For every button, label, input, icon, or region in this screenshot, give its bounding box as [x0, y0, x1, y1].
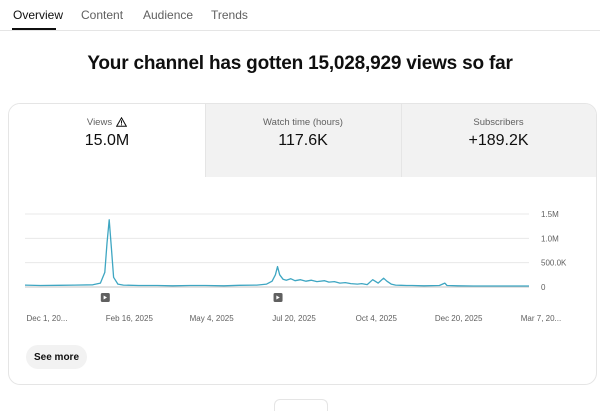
metric-value: 117.6K — [278, 132, 328, 149]
x-tick-label: Dec 20, 2025 — [435, 314, 483, 323]
bottom-tab-stub — [274, 399, 328, 411]
metric-value: 15.0M — [84, 132, 130, 149]
metric-label: Views — [9, 116, 205, 130]
x-tick-label: Oct 4, 2025 — [356, 314, 398, 323]
y-tick-label: 500.0K — [541, 259, 567, 268]
metric-label-text: Views — [86, 117, 113, 128]
x-tick-label: Mar 7, 20... — [521, 314, 561, 323]
series-line-views — [24, 219, 529, 287]
metric-tab-subscribers[interactable]: Subscribers +189.2K — [401, 104, 596, 177]
metric-divider — [205, 104, 206, 177]
metric-label: Watch time (hours) — [263, 117, 343, 128]
see-more-button[interactable]: See more — [26, 345, 87, 369]
metric-divider — [401, 104, 402, 177]
tab-trends[interactable]: Trends — [211, 8, 248, 22]
active-tab-indicator — [12, 28, 56, 30]
x-tick-label: Jul 20, 2025 — [272, 314, 316, 323]
y-tick-label: 0 — [541, 283, 546, 292]
y-tick-label: 1.5M — [541, 210, 559, 219]
y-tick-label: 1.0M — [541, 234, 559, 243]
warning-triangle-icon[interactable] — [115, 116, 128, 130]
video-marker-icon[interactable] — [100, 293, 110, 302]
page-headline: Your channel has gotten 15,028,929 views… — [87, 53, 513, 74]
tab-audience[interactable]: Audience — [143, 8, 194, 22]
metric-tab-views[interactable]: Views 15.0M — [9, 104, 205, 177]
tab-overview[interactable]: Overview — [13, 8, 64, 22]
analytics-card: Views 15.0M Watch time (hours) 117.6K Su… — [8, 103, 597, 385]
metric-tab-watch-time[interactable]: Watch time (hours) 117.6K — [205, 104, 401, 177]
x-tick-label: Dec 1, 20... — [27, 314, 68, 323]
metric-label: Subscribers — [473, 117, 524, 128]
views-line-chart[interactable]: 1.5M 1.0M 500.0K 0 Dec 1, 20... Feb 16, 2025 M… — [9, 177, 596, 357]
tab-content[interactable]: Content — [81, 8, 124, 22]
metric-tabs: Views 15.0M Watch time (hours) 117.6K Su… — [9, 104, 596, 177]
x-tick-label: May 4, 2025 — [190, 314, 235, 323]
shorts-marker-icon[interactable] — [273, 293, 283, 302]
metric-value: +189.2K — [468, 132, 529, 149]
x-tick-label: Feb 16, 2025 — [106, 314, 154, 323]
tab-bar: Overview Content Audience Trends — [0, 0, 600, 31]
